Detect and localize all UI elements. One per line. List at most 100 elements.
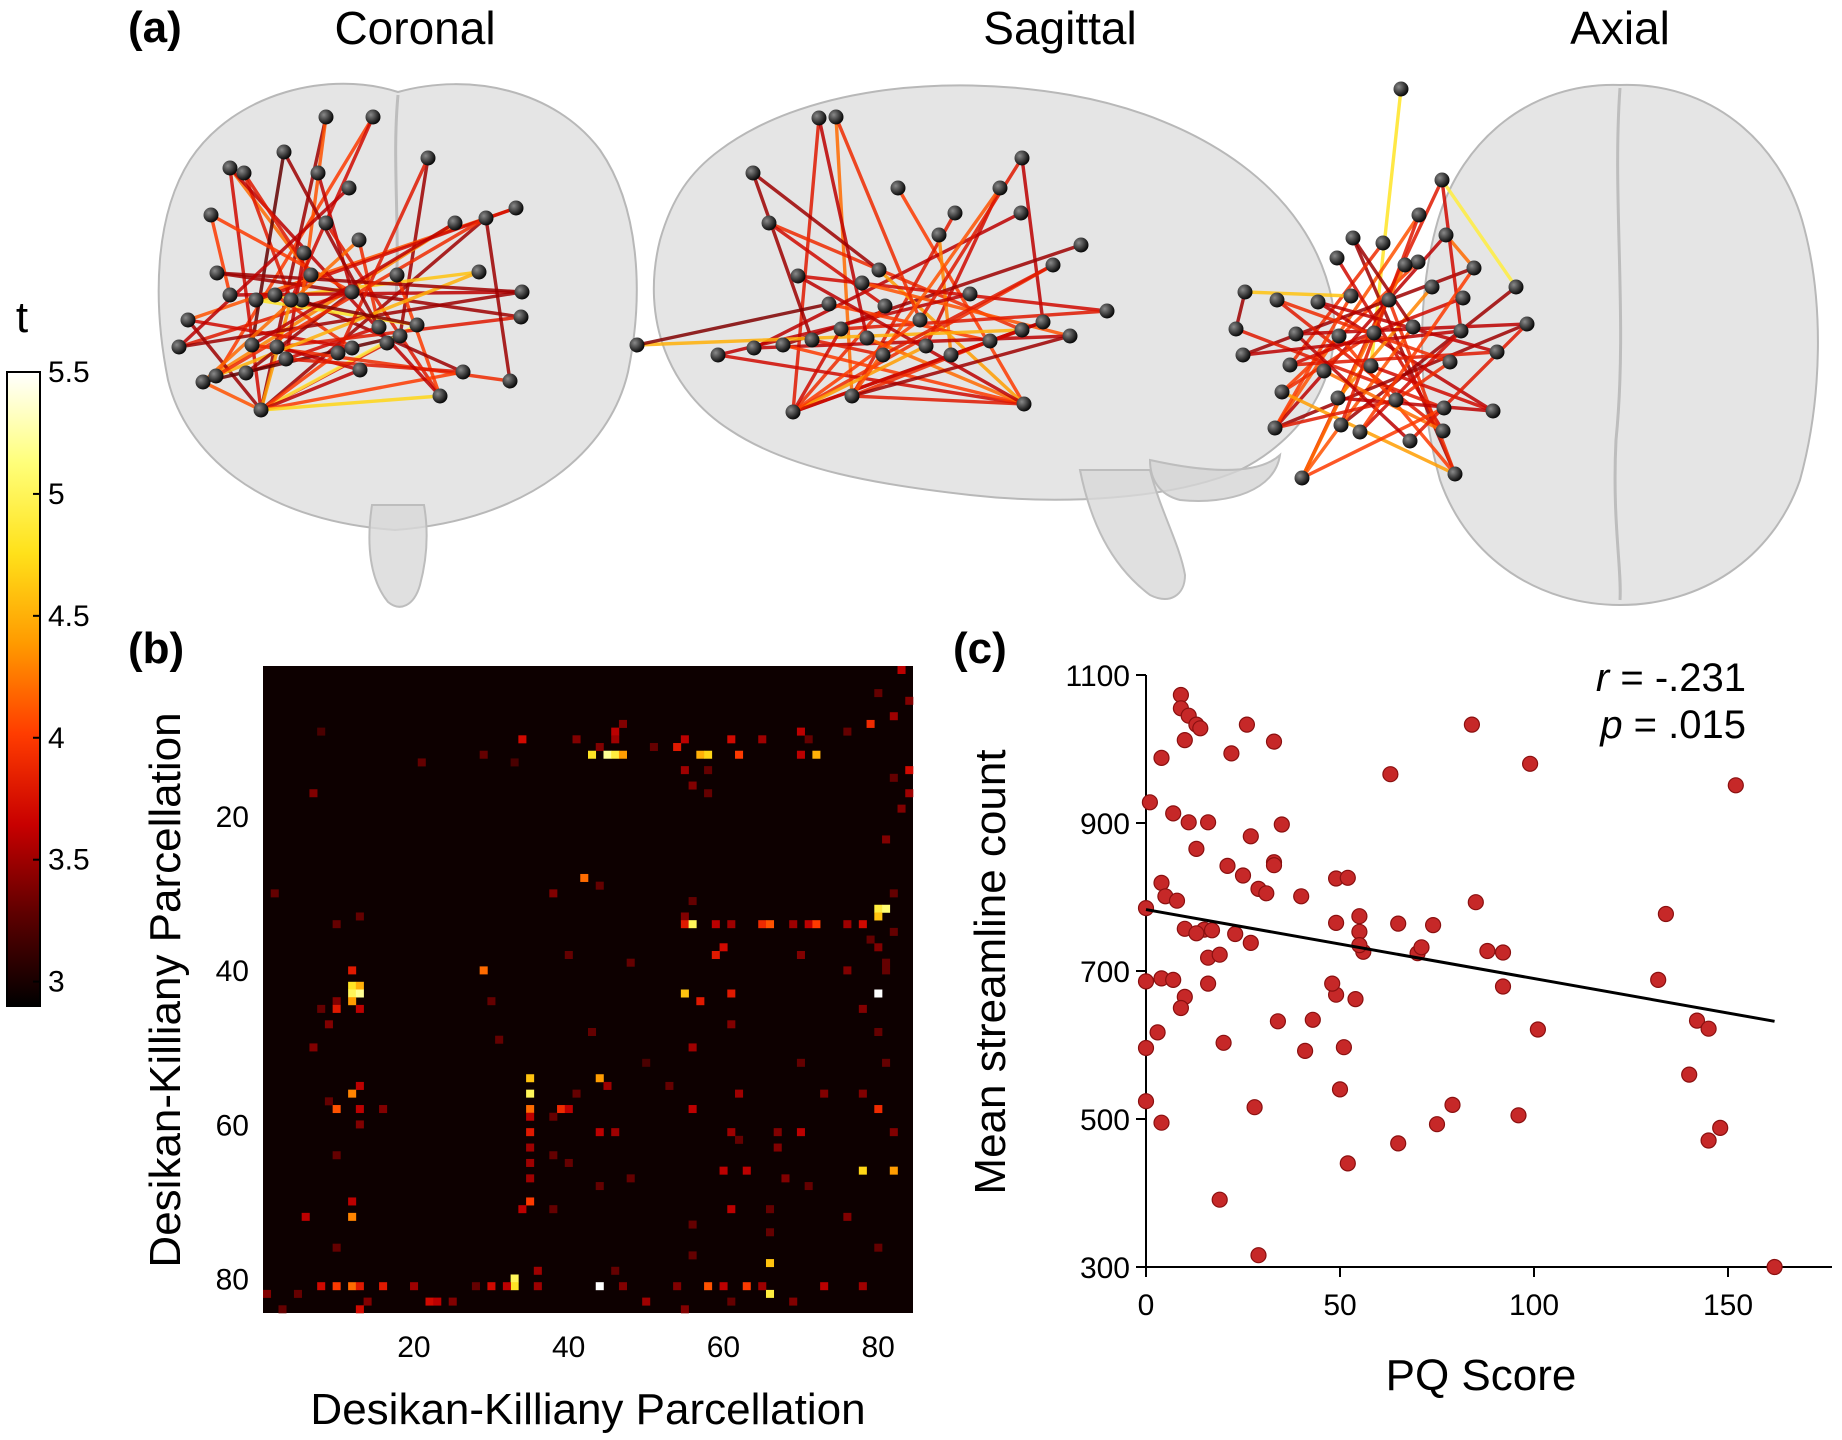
- scatter-point: [1250, 1247, 1267, 1264]
- heatmap-x-tick-label: 80: [861, 1331, 894, 1364]
- colorbar-scale: [6, 371, 41, 1007]
- heatmap-cell: [549, 889, 558, 898]
- network-edge: [1336, 396, 1495, 413]
- network-edge: [259, 298, 293, 412]
- scatter-point: [1246, 1099, 1263, 1116]
- network-node: [409, 317, 425, 333]
- heatmap-cell: [680, 735, 689, 744]
- heatmap-cell: [348, 1282, 357, 1291]
- network-node: [875, 347, 891, 363]
- heatmap-cell: [379, 1282, 388, 1291]
- heatmap-cell: [557, 1105, 566, 1114]
- network-node: [844, 388, 860, 404]
- scatter-point: [1479, 942, 1496, 960]
- heatmap-cell: [479, 966, 488, 975]
- network-node: [1388, 392, 1404, 408]
- heatmap-cell: [332, 1105, 341, 1114]
- scatter-point: [1234, 867, 1252, 884]
- heatmap-cell: [355, 1282, 364, 1291]
- network-node: [1411, 207, 1427, 223]
- heatmap-cell: [735, 750, 744, 759]
- network-edge: [1273, 398, 1398, 430]
- heatmap-cell: [727, 989, 736, 998]
- network-edge: [1369, 364, 1495, 413]
- heatmap-cell: [812, 750, 821, 759]
- heatmap-cell: [820, 1089, 829, 1098]
- network-edge: [186, 318, 263, 412]
- network-node: [1455, 290, 1471, 306]
- heatmap-cell: [858, 1089, 867, 1098]
- heatmap-cell: [719, 943, 728, 952]
- heatmap-x-tick-label: 60: [707, 1331, 740, 1364]
- network-edge: [1234, 327, 1446, 410]
- network-node: [238, 365, 254, 381]
- heatmap-cell: [727, 735, 736, 744]
- network-node: [267, 287, 283, 303]
- network-node: [1366, 325, 1382, 341]
- scatter-fit-line: [1145, 908, 1775, 1023]
- network-edge: [635, 302, 831, 347]
- scatter-y-tick-label: 900: [1080, 808, 1130, 841]
- scatter-point: [1351, 908, 1368, 925]
- network-node: [1343, 288, 1359, 304]
- heatmap-cell: [696, 750, 705, 759]
- network-edge: [214, 115, 375, 378]
- scatter-point: [1413, 939, 1430, 956]
- scatter-y-tick-label: 300: [1080, 1252, 1130, 1285]
- network-edge: [177, 290, 524, 349]
- scatter-point: [1265, 733, 1283, 750]
- heatmap-cell: [765, 1259, 775, 1268]
- network-node: [1447, 466, 1463, 482]
- view-title-axial: Axial: [1570, 2, 1670, 54]
- scatter-point: [1339, 1155, 1356, 1172]
- scatter-point: [1688, 1012, 1706, 1029]
- network-node: [222, 287, 238, 303]
- heatmap-cell: [765, 1289, 775, 1298]
- network-node: [1316, 363, 1332, 379]
- network-node: [296, 245, 312, 261]
- heatmap-cell: [363, 1297, 372, 1306]
- heatmap-cell: [595, 1128, 604, 1137]
- heatmap-y-tick-label: 80: [216, 1263, 249, 1296]
- network-edge: [201, 380, 263, 412]
- heatmap-cell: [355, 1120, 364, 1129]
- heatmap-cell: [735, 1089, 744, 1098]
- scatter-point: [1153, 874, 1170, 892]
- heatmap-cell: [355, 1081, 364, 1090]
- scatter-point: [1529, 1021, 1547, 1038]
- heatmap-cell: [526, 1105, 535, 1114]
- scatter-point: [1463, 716, 1481, 733]
- network-edge: [282, 150, 389, 345]
- heatmap-cell: [804, 735, 813, 744]
- scatter-point: [1265, 857, 1283, 874]
- heatmap-cell: [889, 927, 898, 936]
- axial-network: [1228, 81, 1535, 486]
- scatter-point: [1712, 1119, 1729, 1137]
- heatmap-cell: [758, 1282, 767, 1291]
- network-edge: [336, 156, 430, 355]
- panel-label-b: (b): [128, 624, 184, 673]
- scatter-x-tick-label: 0: [1138, 1289, 1155, 1322]
- network-node: [1485, 403, 1501, 419]
- network-node: [341, 180, 357, 196]
- heatmap-cell: [471, 1282, 480, 1291]
- network-edge: [716, 353, 1026, 406]
- network-edge: [1440, 178, 1463, 333]
- scatter-x-tick-label: 150: [1703, 1289, 1753, 1322]
- heatmap-cell: [309, 1043, 318, 1052]
- network-edge: [177, 186, 351, 349]
- heatmap-cell: [905, 766, 914, 775]
- scatter-point: [1521, 755, 1539, 772]
- network-edge: [1241, 329, 1463, 357]
- heatmap-cell: [897, 666, 906, 674]
- heatmap-cell: [866, 719, 875, 728]
- scatter-point: [1444, 1096, 1461, 1114]
- heatmap-cell: [649, 743, 658, 752]
- network-edge: [850, 334, 1072, 398]
- network-node: [1489, 344, 1505, 360]
- heatmap-cell: [355, 989, 364, 998]
- heatmap-cell: [595, 1074, 604, 1083]
- heatmap-cell: [796, 1058, 805, 1067]
- heatmap-cell: [317, 1282, 326, 1291]
- network-edge: [881, 263, 1055, 357]
